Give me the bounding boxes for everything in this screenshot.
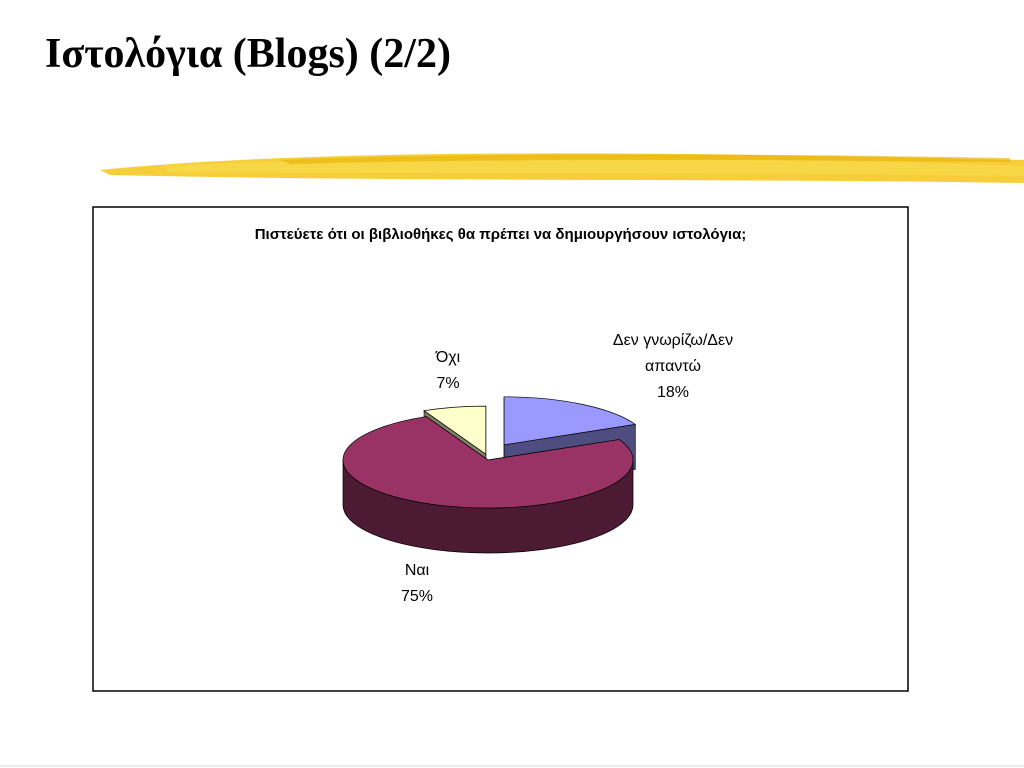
pie-slice xyxy=(342,415,634,554)
slice-label: Όχι xyxy=(435,349,461,366)
slice-face xyxy=(423,405,487,455)
value-label: 7% xyxy=(436,375,460,392)
chart-title: Πιστεύετε ότι οι βιβλιοθήκες θα πρέπει ν… xyxy=(254,226,747,243)
slice-face xyxy=(342,416,634,509)
slice-label: Ναι xyxy=(404,562,430,579)
slice-face xyxy=(503,396,637,446)
brush-stroke xyxy=(100,153,1024,183)
slice-label: Δεν γνωρίζω/Δεν απαντώ xyxy=(612,332,734,375)
value-label: 18% xyxy=(656,384,690,401)
slide-title: Ιστολόγια (Blogs) (2/2) xyxy=(45,31,451,77)
value-label: 75% xyxy=(400,588,434,605)
chart-frame xyxy=(92,206,909,692)
